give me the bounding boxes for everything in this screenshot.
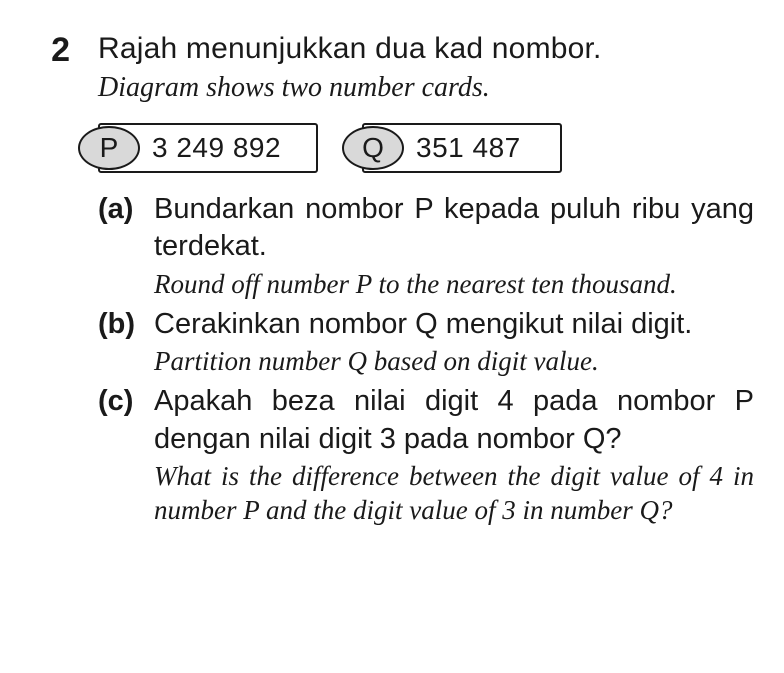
part-a-my: Bundarkan nombor P kepada puluh ribu yan… — [154, 191, 754, 266]
stem-my: Rajah menunjukkan dua kad nombor. — [98, 30, 754, 68]
part-b-my: Cerakinkan nombor Q mengikut nilai digit… — [154, 306, 754, 344]
question-block: 2 Rajah menunjukkan dua kad nombor. Diag… — [30, 30, 754, 532]
part-c-my: Apakah beza nilai digit 4 pada nombor P … — [154, 383, 754, 458]
cards-row: P 3 249 892 Q 351 487 — [98, 123, 754, 173]
part-c-body: Apakah beza nilai digit 4 pada nombor P … — [154, 383, 754, 528]
part-a-label: (a) — [98, 191, 154, 302]
parts-container: (a) Bundarkan nombor P kepada puluh ribu… — [98, 191, 754, 528]
part-c: (c) Apakah beza nilai digit 4 pada nombo… — [98, 383, 754, 528]
card-q-value: 351 487 — [404, 132, 541, 164]
card-q-label: Q — [342, 126, 404, 170]
part-a: (a) Bundarkan nombor P kepada puluh ribu… — [98, 191, 754, 302]
card-p-label: P — [78, 126, 140, 170]
stem-en: Diagram shows two number cards. — [98, 70, 754, 105]
part-c-label: (c) — [98, 383, 154, 528]
part-a-en: Round off number P to the nearest ten th… — [154, 268, 754, 302]
card-p-value: 3 249 892 — [140, 132, 301, 164]
part-b: (b) Cerakinkan nombor Q mengikut nilai d… — [98, 306, 754, 379]
part-b-body: Cerakinkan nombor Q mengikut nilai digit… — [154, 306, 754, 379]
card-p: P 3 249 892 — [98, 123, 318, 173]
card-q: Q 351 487 — [362, 123, 562, 173]
part-c-en: What is the difference between the digit… — [154, 460, 754, 528]
part-a-body: Bundarkan nombor P kepada puluh ribu yan… — [154, 191, 754, 302]
part-b-en: Partition number Q based on digit value. — [154, 345, 754, 379]
question-number: 2 — [30, 30, 70, 532]
part-b-label: (b) — [98, 306, 154, 379]
question-body: Rajah menunjukkan dua kad nombor. Diagra… — [98, 30, 754, 532]
